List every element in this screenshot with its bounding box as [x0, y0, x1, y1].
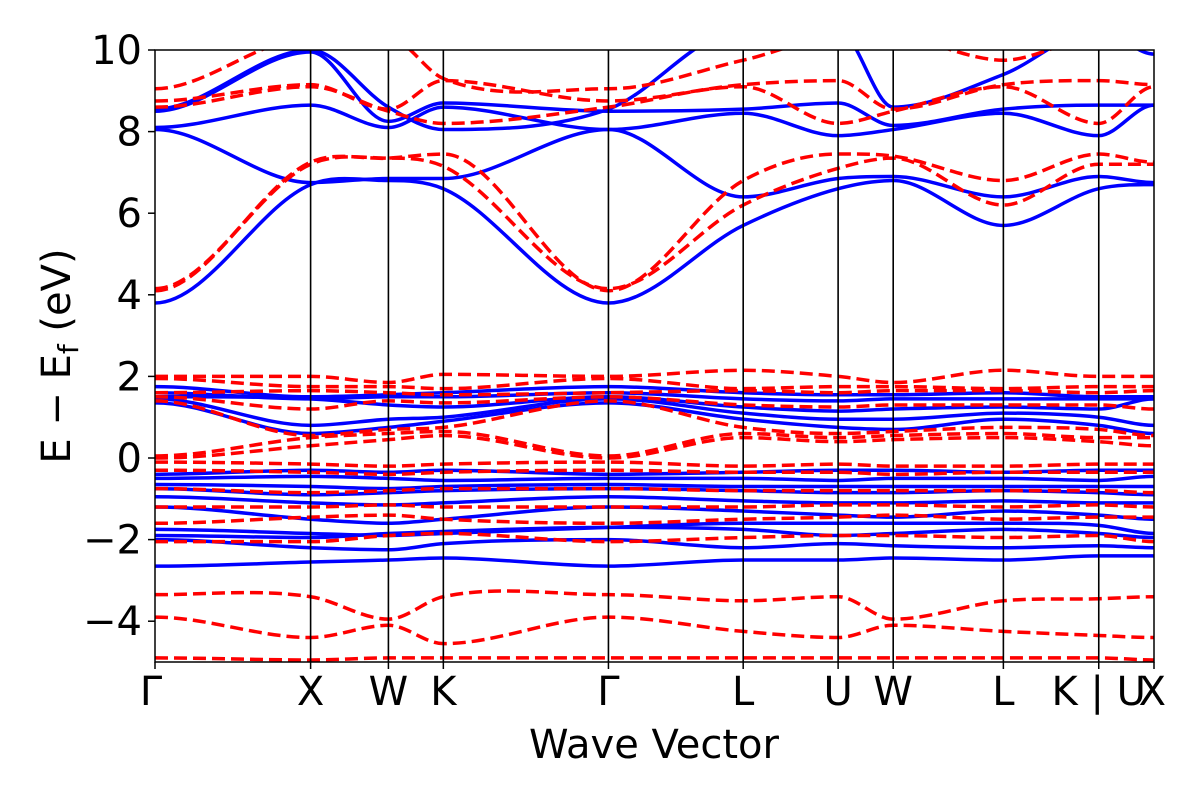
blue-solid-band-2 [155, 537, 1154, 552]
red-dashed-band-9 [155, 460, 1154, 468]
blue-solid-band-16 [155, 176, 1154, 305]
y-tick-label: 2 [117, 354, 142, 400]
red-dashed-band-15 [155, 376, 1154, 391]
x-tick-label: Γ [597, 669, 620, 715]
y-tick-label: −4 [83, 599, 142, 645]
y-axis-title: E − Ef (eV) [34, 248, 85, 463]
red-dashed-band-12 [155, 399, 1154, 438]
blue-solid-band-5 [155, 505, 1154, 526]
blue-solid-band-12 [155, 397, 1154, 428]
plot-frame [154, 49, 1155, 663]
red-dashed-band-4 [155, 531, 1154, 544]
red-dashed-band-16 [155, 368, 1154, 385]
x-tick-label: U [823, 669, 852, 715]
y-axis-title-sub: f [52, 343, 85, 354]
red-dashed-band-13 [155, 395, 1154, 411]
series-red-dashed [155, 50, 1154, 662]
red-dashed-band-2 [155, 615, 1154, 646]
red-dashed-band-6 [155, 503, 1154, 509]
red-dashed-band-7 [155, 486, 1154, 495]
red-dashed-band-14 [155, 388, 1154, 397]
y-tick-label: −2 [83, 518, 142, 564]
y-tick-label: 0 [117, 436, 142, 482]
x-tick-label: X [297, 669, 324, 715]
red-dashed-band-21 [155, 50, 1054, 94]
y-axis-title-main: E − E [34, 354, 80, 464]
blue-solid-band-9 [155, 474, 1154, 483]
red-dashed-band-3 [155, 589, 1154, 621]
red-dashed-band-1 [155, 656, 1154, 662]
blue-solid-band-17 [155, 127, 1154, 199]
y-tick-label: 10 [91, 28, 142, 74]
blue-solid-band-18 [155, 103, 1154, 138]
x-tick-label: K [430, 669, 458, 715]
y-tick-label: 8 [117, 110, 142, 156]
y-tick-label: 6 [117, 191, 142, 237]
blue-solid-band-8 [155, 482, 1154, 491]
x-tick-label: K | U [1052, 669, 1146, 715]
kpath-lines [309, 50, 1100, 662]
x-tick-label: L [992, 669, 1015, 715]
x-tick-label: X [1139, 669, 1166, 715]
y-axis: −4 −2 0 2 4 6 8 10 [83, 28, 155, 645]
blue-solid-band-6 [155, 495, 1154, 507]
red-dashed-band-8 [155, 468, 1154, 477]
blue-solid-band-1 [155, 554, 1154, 568]
blue-solid-band-14 [155, 390, 1154, 403]
bands-layer [155, 50, 1154, 662]
x-tick-label: Γ [140, 669, 163, 715]
red-dashed-band-10 [155, 433, 1154, 460]
red-dashed-band-20 [155, 78, 1154, 111]
red-dashed-band-5 [155, 513, 1154, 526]
x-tick-label: W [369, 669, 409, 715]
y-tick-label: 4 [117, 273, 142, 319]
x-tick-label: W [873, 669, 913, 715]
blue-solid-band-20 [155, 50, 1154, 132]
blue-solid-band-4 [155, 521, 1154, 538]
x-tick-label: L [732, 669, 755, 715]
y-axis-title-unit: (eV) [34, 248, 80, 344]
red-dashed-band-11 [155, 429, 1154, 458]
x-axis-title: Wave Vector [529, 722, 780, 768]
red-dashed-band-18 [155, 152, 1154, 293]
